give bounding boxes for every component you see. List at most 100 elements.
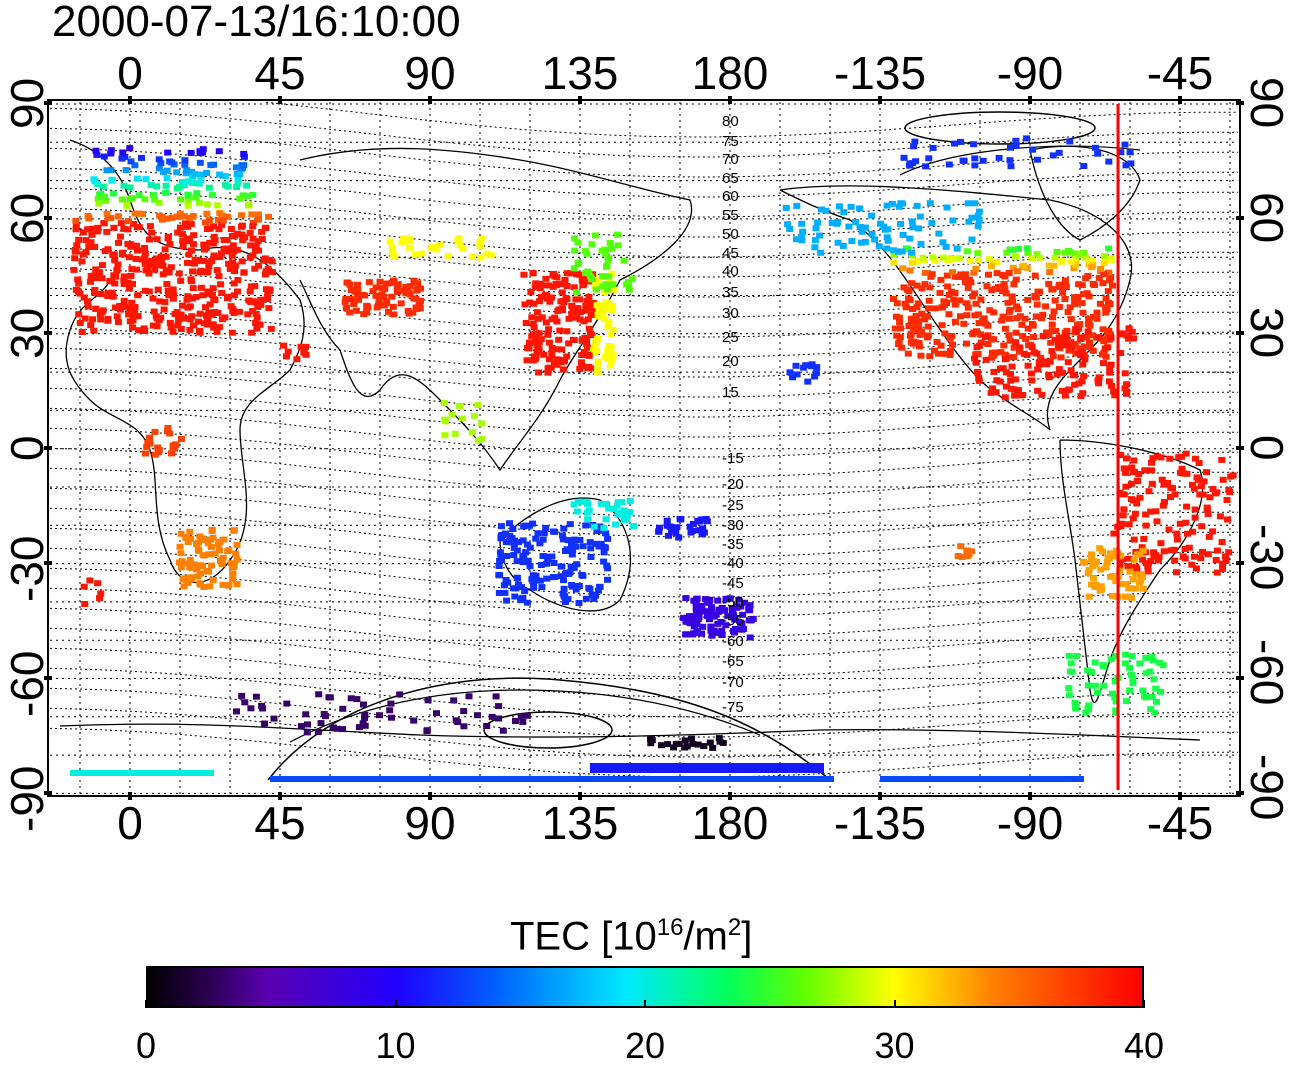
tec-pixel	[192, 194, 200, 201]
tec-pixel	[886, 776, 892, 782]
tec-pixel	[229, 570, 237, 577]
tec-pixel	[361, 711, 369, 718]
tec-pixel	[951, 273, 959, 280]
tec-pixel	[1082, 275, 1090, 282]
tec-pixel	[964, 553, 972, 559]
tec-pixel	[186, 556, 194, 563]
tec-pixel	[270, 715, 278, 722]
colorbar-label-prefix: TEC [10	[510, 914, 657, 959]
tec-pixel	[956, 297, 964, 304]
tec-pixel	[76, 290, 84, 297]
bottom-lon-tick: 0	[117, 797, 143, 849]
tec-pixel	[1173, 536, 1181, 543]
tec-pixel	[247, 242, 255, 249]
tec-pixel	[812, 237, 819, 244]
tec-pixel	[218, 221, 226, 228]
tec-pixel	[123, 201, 131, 208]
tec-pixel	[444, 776, 450, 782]
tec-pixel	[1142, 511, 1150, 518]
tec-pixel	[582, 270, 590, 276]
tec-pixel	[266, 286, 274, 293]
tec-pixel	[1205, 533, 1213, 540]
tec-pixel	[352, 307, 360, 314]
tec-pixel	[922, 776, 928, 782]
tec-pixel	[465, 693, 473, 700]
tec-pixel	[510, 776, 516, 782]
tec-pixel	[630, 776, 636, 782]
tec-pixel	[726, 595, 734, 602]
tec-pixel	[180, 583, 188, 590]
tec-pixel	[283, 353, 290, 360]
tec-pixel	[1085, 702, 1093, 709]
tec-pixel	[107, 147, 115, 154]
tec-pixel	[800, 763, 806, 773]
tec-pixel	[1089, 313, 1097, 320]
tec-pixel	[209, 321, 217, 328]
tec-pixel	[124, 240, 132, 247]
tec-pixel	[590, 595, 598, 602]
tec-pixel	[686, 613, 694, 620]
tec-pixel	[94, 580, 102, 587]
tec-pixel	[1131, 510, 1139, 517]
tec-pixel	[1014, 387, 1022, 393]
tec-pixel	[880, 776, 886, 782]
tec-pixel	[1125, 335, 1133, 342]
tec-pixel	[175, 559, 183, 566]
tec-pixel	[227, 226, 235, 232]
tec-pixel	[833, 220, 841, 227]
tec-pixel	[656, 763, 662, 773]
top-tick-mark	[278, 96, 282, 104]
tec-pixel	[1049, 314, 1057, 321]
tec-pixel	[93, 228, 101, 235]
tec-pixel	[216, 538, 224, 545]
contour-label: -65	[722, 653, 744, 670]
tec-pixel	[1116, 562, 1124, 569]
tec-pixel	[515, 581, 522, 588]
tec-pixel	[1147, 508, 1155, 515]
tec-pixel	[521, 301, 529, 308]
tec-pixel	[668, 527, 676, 534]
tec-pixel	[1121, 466, 1129, 473]
tec-pixel	[350, 301, 358, 307]
tec-pixel	[1012, 253, 1019, 260]
tec-pixel	[261, 720, 269, 727]
tec-pixel	[121, 303, 128, 310]
tec-pixel	[967, 258, 974, 264]
tec-pixel	[1027, 370, 1035, 377]
tec-pixel	[569, 308, 577, 315]
tec-pixel	[794, 763, 800, 773]
tec-pixel	[1229, 472, 1237, 479]
tec-pixel	[818, 206, 825, 213]
tec-pixel	[877, 220, 884, 227]
tec-pixel	[1109, 573, 1117, 579]
tec-pixel	[868, 230, 876, 237]
tec-pixel	[788, 763, 794, 773]
bottom-lon-tick: -90	[996, 797, 1064, 849]
tec-pixel	[534, 315, 542, 322]
tec-pixel	[935, 350, 942, 357]
bottom-tick-mark	[1028, 792, 1032, 800]
tec-pixel	[655, 524, 663, 531]
tec-pixel	[546, 298, 554, 305]
tec-pixel	[937, 276, 945, 283]
tec-pixel	[1100, 260, 1108, 266]
tec-pixel	[470, 412, 478, 419]
tec-pixel	[302, 711, 310, 718]
bottom-tick-mark	[278, 792, 282, 800]
tec-pixel	[190, 260, 198, 267]
tec-pixel	[210, 223, 217, 230]
tec-pixel	[839, 242, 847, 249]
tec-pixel	[740, 763, 746, 773]
tec-pixel	[1147, 706, 1155, 713]
tec-pixel	[589, 300, 597, 306]
tec-pixel	[227, 303, 235, 310]
tec-pixel	[1057, 257, 1065, 264]
tec-pixel	[970, 141, 978, 148]
tec-pixel	[280, 342, 287, 349]
tec-pixel	[504, 579, 512, 586]
tec-pixel	[1149, 657, 1157, 664]
tec-pixel	[1001, 325, 1009, 332]
tec-pixel	[694, 606, 702, 613]
right-tick-mark	[1236, 676, 1244, 680]
coastline	[779, 185, 1133, 431]
